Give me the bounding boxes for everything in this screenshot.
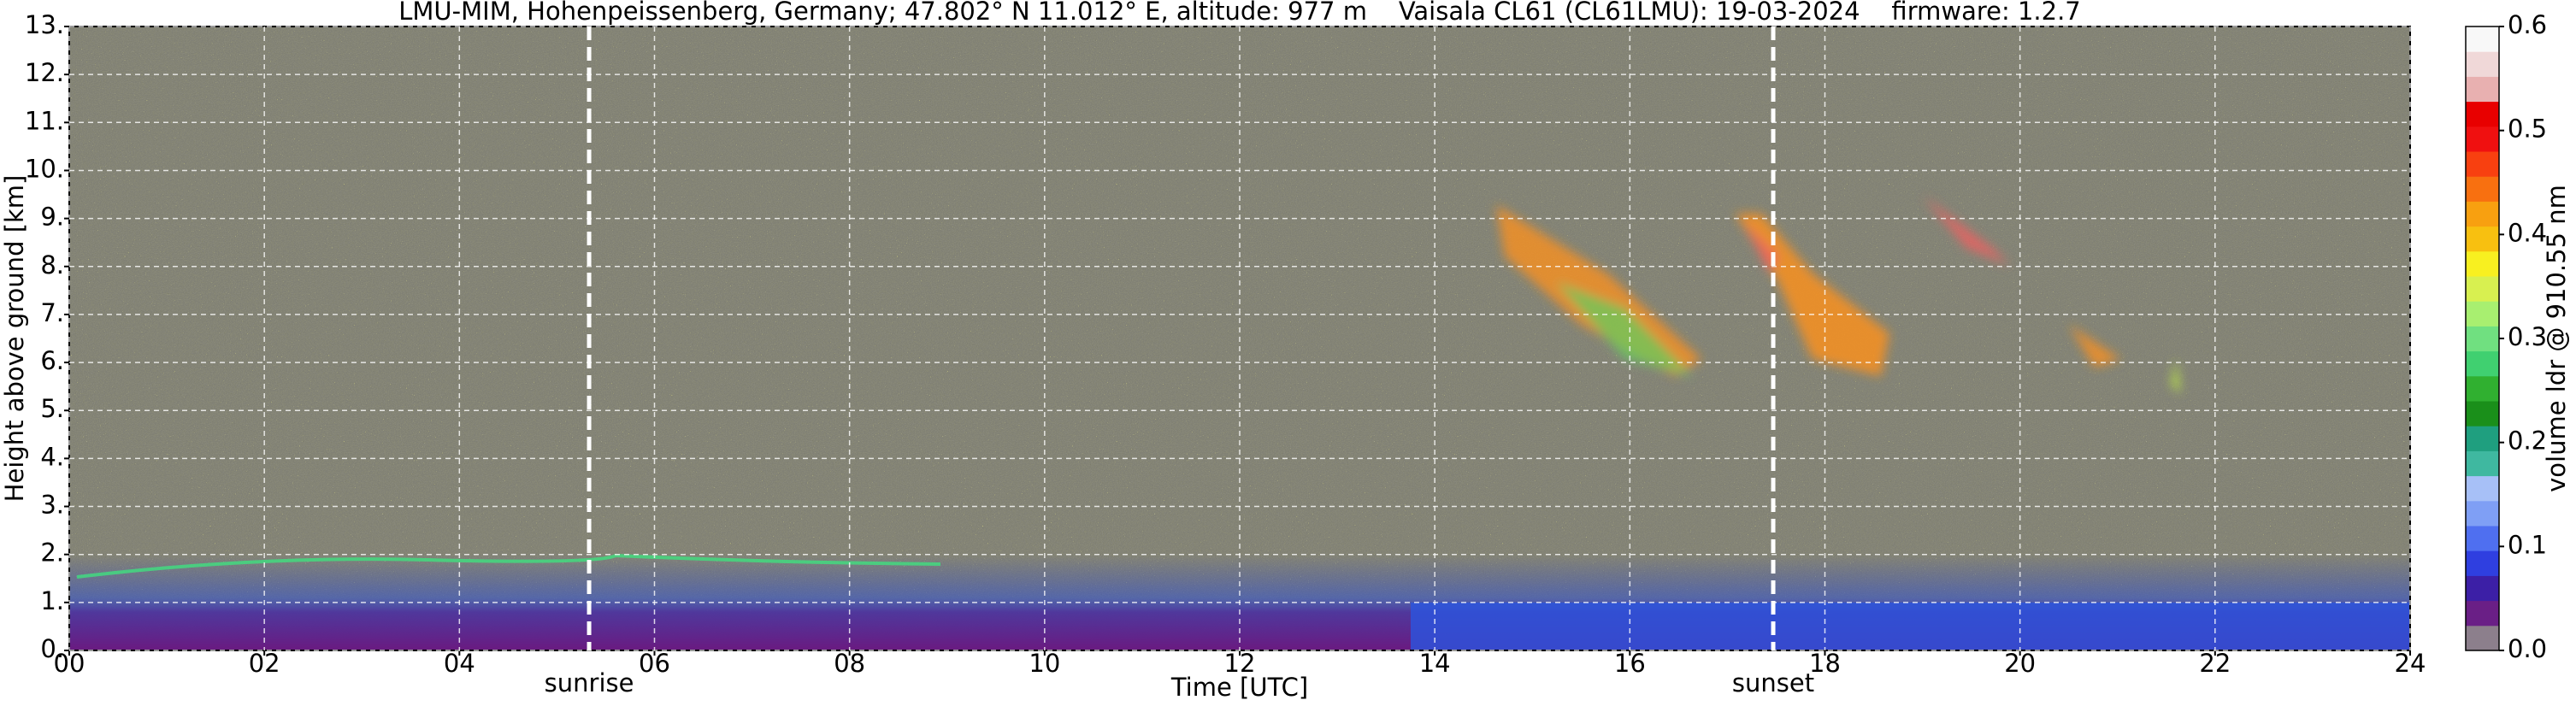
colorbar-tick-label: 0.0: [2508, 634, 2547, 663]
colorbar-tick-label: 0.3: [2508, 322, 2547, 351]
colorbar-segment: [2466, 250, 2499, 277]
colorbar-segment: [2466, 600, 2499, 627]
colorbar-segment: [2466, 550, 2499, 576]
x-tick-label: 00: [54, 649, 85, 678]
y-tick-label: 12.: [25, 58, 64, 87]
colorbar-segment: [2466, 201, 2499, 227]
x-tick-label: 20: [2004, 649, 2036, 678]
colorbar-tick-label: 0.5: [2508, 115, 2547, 144]
y-tick-label: 6.: [40, 346, 64, 375]
colorbar-segment: [2466, 151, 2499, 177]
aerosol-layer-top: [76, 553, 941, 579]
x-tick-label: 16: [1614, 649, 1646, 678]
y-tick-label: 2.: [40, 538, 64, 568]
sun-label: sunrise: [545, 668, 634, 697]
y-tick-label: 9.: [40, 203, 64, 232]
x-tick-label: 12: [1224, 649, 1256, 678]
colorbar-segment: [2466, 526, 2499, 551]
boundary-layer: [1411, 603, 2410, 650]
colorbar-segment: [2466, 375, 2499, 402]
y-axis-label: Height above ground [km]: [0, 175, 29, 503]
colorbar-segment: [2466, 176, 2499, 202]
colorbar-segment: [2466, 475, 2499, 502]
chart-title: LMU-MIM, Hohenpeissenberg, Germany; 47.8…: [398, 0, 2081, 26]
colorbar-segment: [2466, 500, 2499, 527]
colorbar-segment: [2466, 226, 2499, 252]
colorbar-tick-label: 0.4: [2508, 218, 2547, 247]
x-tick-label: 08: [834, 649, 865, 678]
colorbar-segment: [2466, 276, 2499, 302]
x-tick-label: 10: [1029, 649, 1060, 678]
colorbar-segment: [2466, 401, 2499, 427]
colorbar-segment: [2466, 450, 2499, 477]
colorbar-segment: [2466, 426, 2499, 451]
x-tick-label: 14: [1419, 649, 1451, 678]
y-tick-label: 1.: [40, 586, 64, 615]
x-tick-label: 24: [2395, 649, 2426, 678]
colorbar-segment: [2466, 76, 2499, 103]
x-tick-label: 22: [2199, 649, 2231, 678]
y-tick-label: 5.: [40, 394, 64, 423]
colorbar-tick-label: 0.2: [2508, 427, 2547, 456]
y-tick-label: 4.: [40, 442, 64, 471]
colorbar-segment: [2466, 575, 2499, 602]
x-tick-label: 04: [444, 649, 475, 678]
x-tick-label: 06: [639, 649, 670, 678]
colorbar-segment: [2466, 350, 2499, 377]
colorbar-tick-label: 0.6: [2508, 10, 2547, 39]
colorbar-segment: [2466, 26, 2499, 52]
colorbar-tick-label: 0.1: [2508, 530, 2547, 559]
x-tick-label: 18: [1809, 649, 1841, 678]
y-tick-label: 8.: [40, 250, 64, 279]
y-tick-label: 11.: [25, 106, 64, 135]
colorbar-segment: [2466, 126, 2499, 152]
colorbar-segment: [2466, 51, 2499, 77]
colorbar-segment: [2466, 301, 2499, 327]
y-tick-label: 7.: [40, 298, 64, 327]
colorbar-segment: [2466, 101, 2499, 127]
y-tick-label: 0.: [40, 634, 64, 663]
sun-label: sunset: [1732, 668, 1814, 697]
x-axis-label: Time [UTC]: [1170, 673, 1308, 702]
colorbar-label: volume ldr @ 910.55 nm: [2542, 185, 2571, 492]
y-tick-label: 3.: [40, 491, 64, 520]
colorbar-segment: [2466, 625, 2499, 651]
y-tick-label: 10.: [25, 154, 64, 183]
colorbar-segment: [2466, 326, 2499, 352]
y-tick-label: 13.: [25, 10, 64, 39]
x-tick-label: 02: [249, 649, 280, 678]
